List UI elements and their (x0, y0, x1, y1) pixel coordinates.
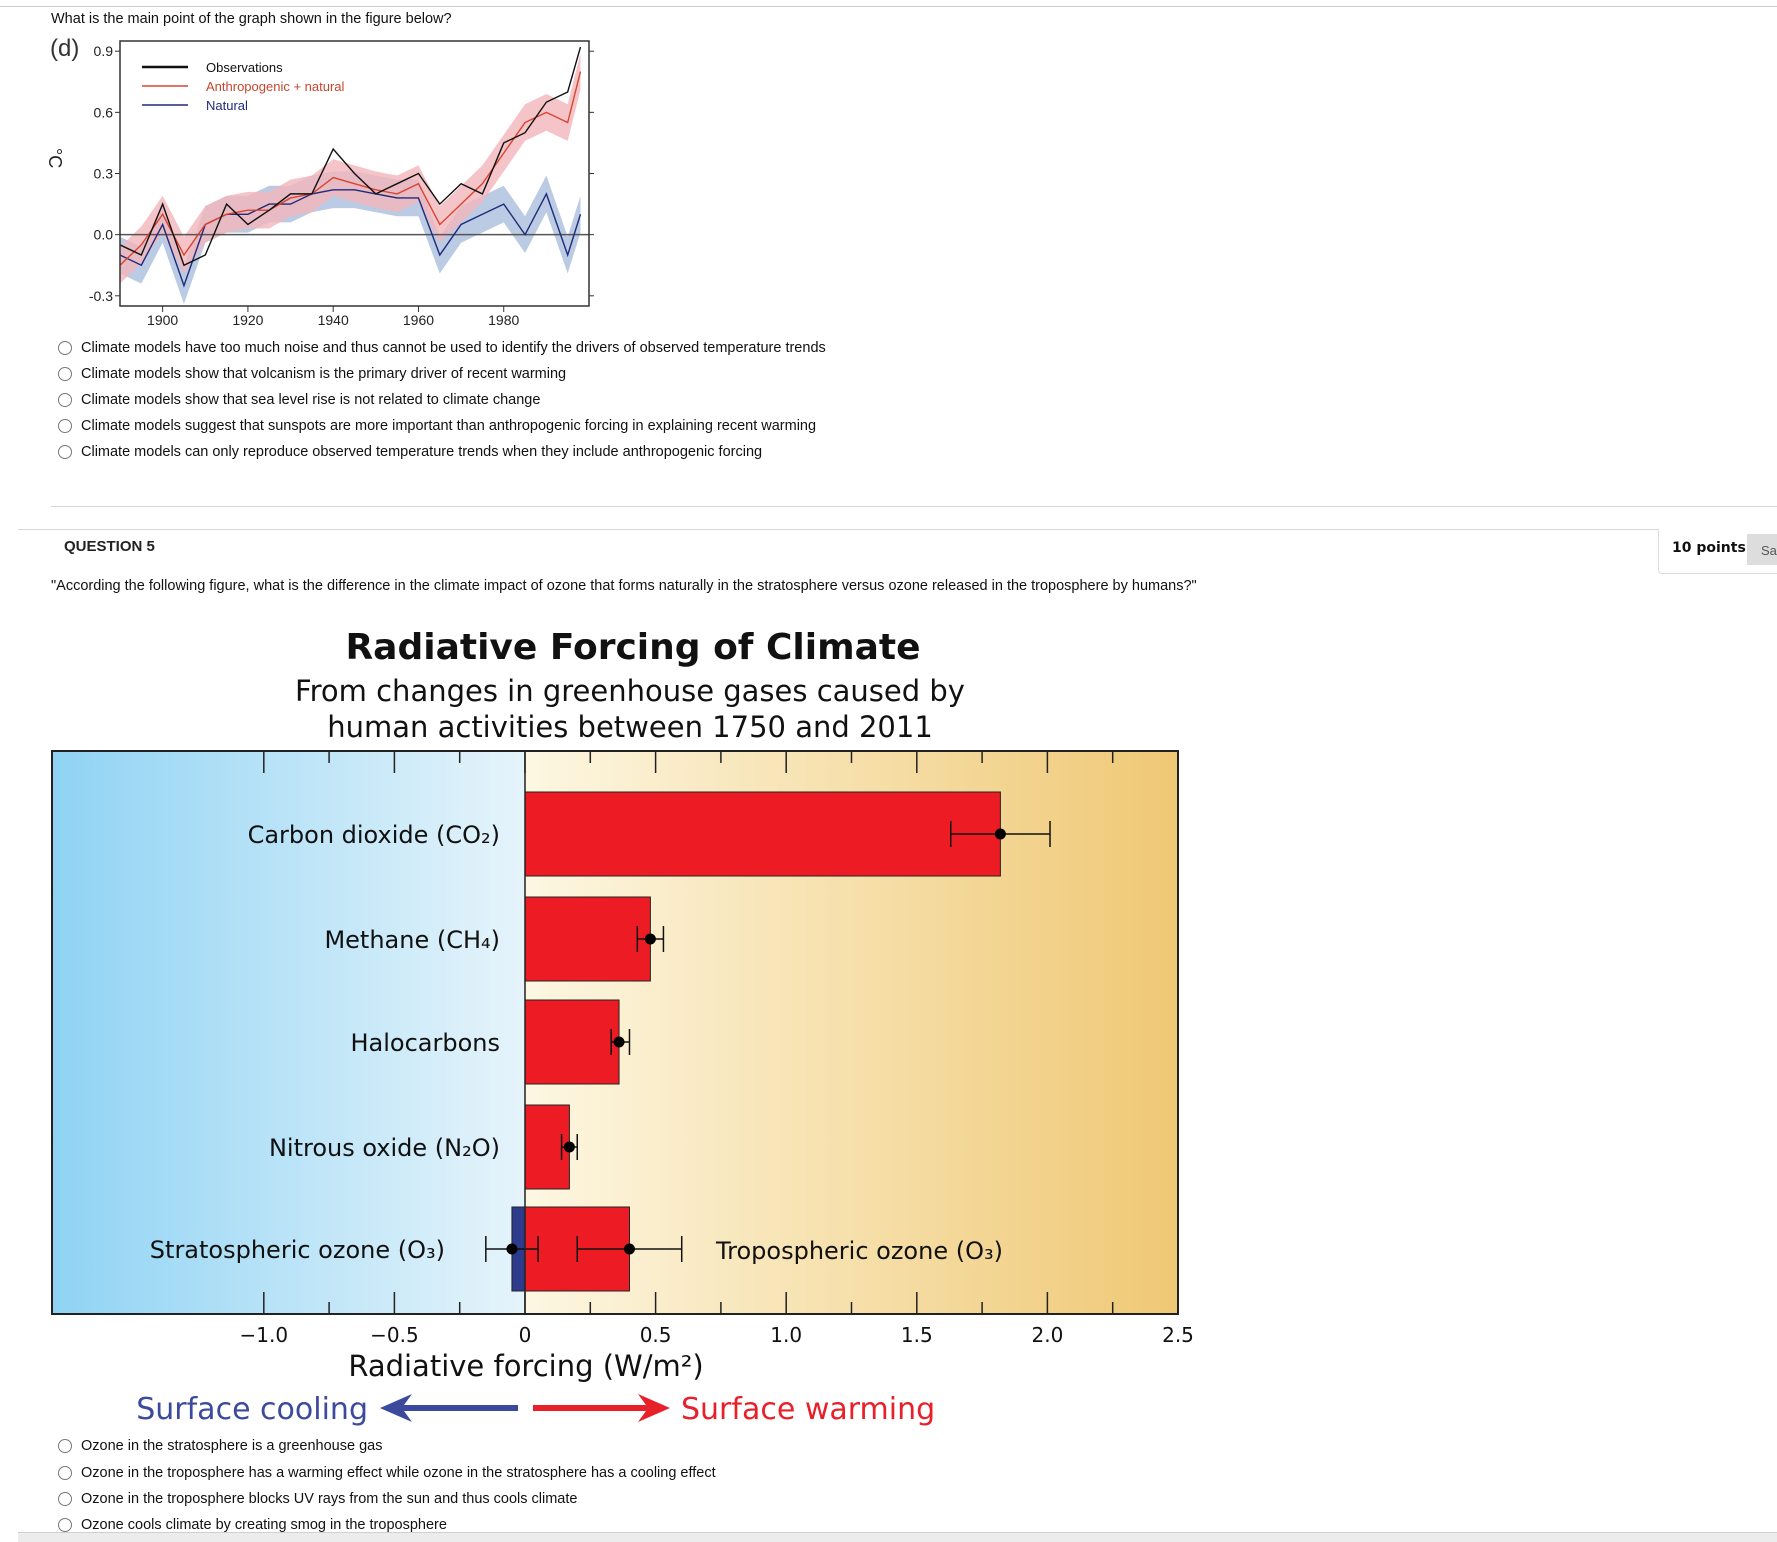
category-label: Stratospheric ozone (O₃) (150, 1236, 445, 1264)
x-tick-label: 0 (519, 1323, 532, 1347)
answer-text: Ozone in the troposphere has a warming e… (81, 1465, 716, 1481)
answer-text: Ozone cools climate by creating smog in … (81, 1517, 447, 1533)
question-4-prompt: What is the main point of the graph show… (51, 11, 452, 27)
series-line (119, 189, 582, 288)
radio-button[interactable] (58, 1466, 72, 1480)
answer-text: Climate models have too much noise and t… (81, 340, 826, 356)
radio-button[interactable] (58, 367, 72, 381)
answer-option[interactable]: Ozone in the stratosphere is a greenhous… (58, 1438, 382, 1454)
x-tick-label: 2.5 (1162, 1323, 1194, 1347)
temperature-chart: 0.9 0.6 0.3 0.0 -0.3 1900 1920 1940 1960 1980 (d) °… (45, 35, 594, 328)
bar (524, 896, 651, 982)
y-tick-label: -0.3 (89, 288, 113, 304)
data-point (623, 1243, 635, 1255)
category-label: Tropospheric ozone (O₃) (715, 1237, 1003, 1265)
x-tick-label: 1920 (232, 312, 263, 328)
question-5-prompt: "According the following figure, what is… (51, 578, 1197, 594)
answer-option[interactable]: Climate models can only reproduce observ… (58, 444, 762, 460)
answer-option[interactable]: Ozone in the troposphere has a warming e… (58, 1465, 716, 1481)
legend-label: Natural (206, 98, 248, 113)
data-point (506, 1243, 518, 1255)
surface-cooling-label: Surface cooling (136, 1392, 368, 1427)
radio-button[interactable] (58, 445, 72, 459)
answer-option[interactable]: Climate models suggest that sunspots are… (58, 418, 816, 434)
y-tick-label: 0.0 (94, 227, 114, 243)
plot-frame (51, 750, 1179, 1315)
data-point (613, 1036, 625, 1048)
x-tick-label: 0.5 (640, 1323, 672, 1347)
x-tick-label: 2.0 (1031, 1323, 1063, 1347)
radio-button[interactable] (58, 1492, 72, 1506)
x-tick-label: 1980 (488, 312, 519, 328)
answer-text: Climate models can only reproduce observ… (81, 444, 763, 460)
answer-option[interactable]: Ozone in the troposphere blocks UV rays … (58, 1491, 577, 1507)
divider (18, 529, 1777, 530)
answer-option[interactable]: Ozone cools climate by creating smog in … (58, 1517, 447, 1533)
x-tick-label: 1960 (403, 312, 434, 328)
question-5-label: QUESTION 5 (64, 538, 155, 555)
answer-option[interactable]: Climate models have too much noise and t… (58, 340, 826, 356)
category-label: Methane (CH₄) (324, 926, 500, 954)
chart-subtitle: From changes in greenhouse gases caused … (295, 674, 965, 708)
panel-label: (d) (50, 35, 79, 62)
radio-button[interactable] (58, 1518, 72, 1532)
answer-text: Ozone in the troposphere blocks UV rays … (81, 1491, 578, 1507)
legend-label: Observations (206, 60, 283, 75)
data-point (994, 828, 1006, 840)
points-box: 10 points Sa (1658, 529, 1777, 574)
warming-arrow-icon (533, 1394, 670, 1422)
x-tick-label: −0.5 (370, 1323, 419, 1347)
answer-option[interactable]: Climate models show that volcanism is th… (58, 366, 566, 382)
top-divider (0, 6, 1777, 7)
category-label: Carbon dioxide (CO₂) (248, 821, 500, 849)
x-tick-label: 1.0 (770, 1323, 802, 1347)
x-axis-label: Radiative forcing (W/m²) (348, 1349, 703, 1383)
data-point (563, 1141, 575, 1153)
radio-button[interactable] (58, 341, 72, 355)
points-label: 10 points (1672, 540, 1746, 556)
series-line (119, 46, 582, 267)
radiative-forcing-chart: Radiative Forcing of Climate From changes… (51, 627, 1194, 1427)
x-tick-label: −1.0 (240, 1323, 289, 1347)
bar (524, 999, 620, 1085)
y-tick-label: 0.3 (94, 166, 114, 182)
x-tick-label: 1940 (318, 312, 349, 328)
answer-text: Ozone in the stratosphere is a greenhous… (81, 1438, 383, 1454)
y-tick-label: 0.6 (94, 104, 114, 120)
answer-text: Climate models show that volcanism is th… (81, 366, 567, 382)
answer-text: Climate models suggest that sunspots are… (81, 418, 817, 434)
radio-button[interactable] (58, 419, 72, 433)
chart-subtitle: human activities between 1750 and 2011 (327, 710, 933, 744)
bottom-bar (18, 1532, 1777, 1542)
answer-text: Climate models show that sea level rise … (81, 392, 541, 408)
cooling-arrow-icon (380, 1394, 518, 1422)
cooling-background (52, 751, 525, 1314)
legend-label: Anthropogenic + natural (206, 79, 345, 94)
series-line (119, 71, 582, 266)
divider (51, 506, 1777, 507)
x-tick-label: 1900 (147, 312, 178, 328)
radio-button[interactable] (58, 393, 72, 407)
bar (524, 791, 1001, 877)
category-label: Halocarbons (350, 1029, 500, 1057)
save-answer-button[interactable]: Sa (1747, 534, 1777, 565)
y-axis-label: °C (45, 148, 65, 168)
chart-title: Radiative Forcing of Climate (345, 627, 920, 668)
y-tick-label: 0.9 (94, 43, 114, 59)
surface-warming-label: Surface warming (681, 1392, 935, 1427)
answer-option[interactable]: Climate models show that sea level rise … (58, 392, 540, 408)
data-point (644, 933, 656, 945)
category-label: Nitrous oxide (N₂O) (269, 1134, 500, 1162)
radio-button[interactable] (58, 1439, 72, 1453)
x-tick-label: 1.5 (901, 1323, 933, 1347)
